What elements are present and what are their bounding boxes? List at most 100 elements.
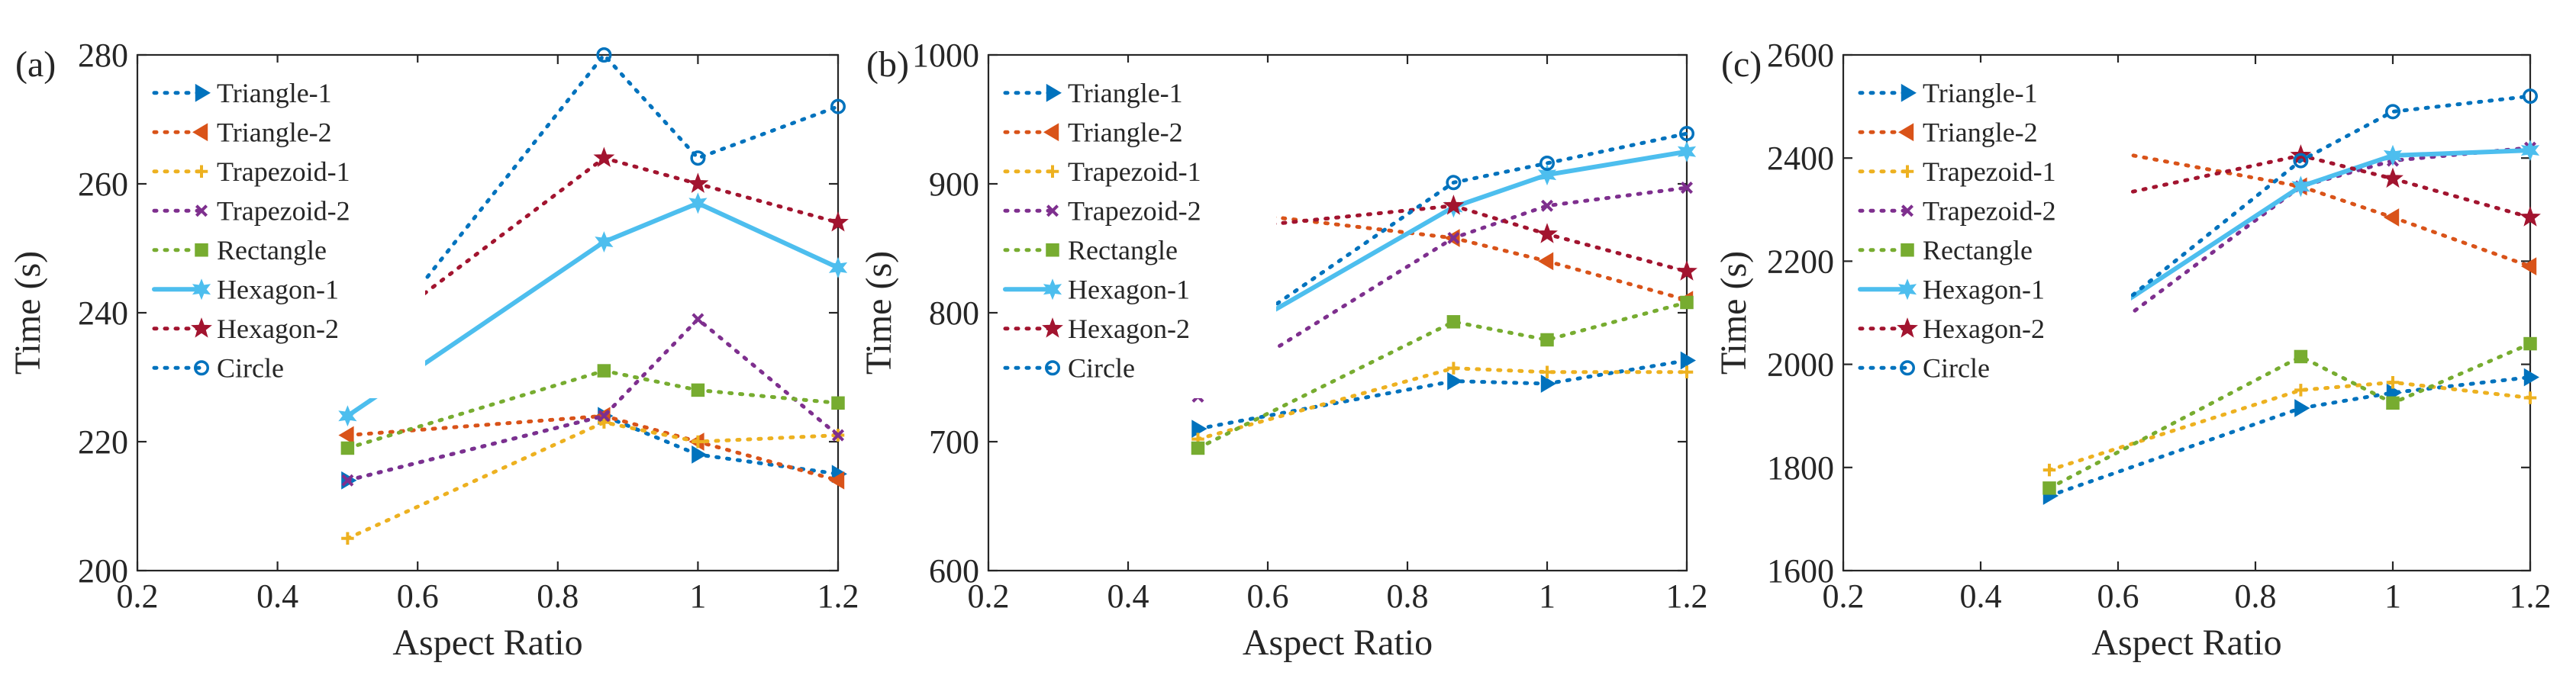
legend-item-rectangle: Rectangle [1858, 235, 2033, 265]
legend-swatch-marker [1046, 204, 1059, 217]
data-point-trapezoid-2 [831, 429, 845, 442]
data-point-triangle-2 [1538, 252, 1554, 271]
legend-label: Hexagon-2 [1923, 314, 2045, 344]
data-point-hexagon-1 [2520, 140, 2540, 162]
legend-swatch-marker [1897, 278, 1917, 301]
series-line-triangle-2 [345, 413, 840, 483]
series-triangle-2 [338, 407, 845, 490]
data-point-rectangle [2523, 336, 2537, 351]
legend-swatch-marker [1045, 360, 1060, 376]
series-line-trapezoid-2 [2047, 146, 2532, 377]
x-tick-label: 0.6 [1247, 577, 1289, 615]
data-point-rectangle [2294, 349, 2308, 364]
legend-label: Rectangle [1923, 235, 2033, 265]
legend-item-triangle-2: Triangle-2 [1003, 117, 1183, 147]
data-point-circle [1539, 155, 1555, 171]
data-point-circle [596, 47, 612, 63]
data-point-circle [1679, 126, 1694, 142]
x-tick-label: 0.2 [1823, 577, 1865, 615]
y-tick-label: 1000 [912, 37, 979, 74]
legend-swatch-marker [195, 83, 211, 102]
data-point-triangle-1 [1540, 375, 1556, 393]
data-point-circle [2293, 153, 2309, 169]
x-tick-label: 0.4 [1960, 577, 2002, 615]
series-triangle-1 [341, 407, 847, 490]
legend-swatch-marker [1042, 317, 1063, 338]
legend-label: Triangle-1 [217, 78, 332, 108]
series-line-trapezoid-1 [2047, 380, 2532, 472]
series-trapezoid-2 [341, 313, 845, 487]
legend-swatch-marker [1900, 360, 1915, 376]
series-trapezoid-1 [341, 416, 845, 545]
data-point-trapezoid-2 [598, 410, 611, 423]
y-tick-label: 200 [78, 552, 128, 590]
data-point-triangle-2 [2384, 208, 2400, 227]
legend-label: Triangle-1 [1923, 78, 2038, 108]
series-rectangle [1191, 295, 1694, 455]
series-line-circle [345, 53, 840, 379]
legend-label: Trapezoid-2 [1923, 195, 2056, 226]
data-point-circle [1446, 175, 1462, 191]
legend-item-hexagon-2: Hexagon-2 [1858, 314, 2045, 344]
x-tick-label: 1.2 [2510, 577, 2552, 615]
legend-item-circle: Circle [1858, 352, 1990, 383]
y-tick-label: 280 [78, 37, 128, 74]
y-tick-label: 2000 [1767, 346, 1834, 384]
legend-swatch-marker [1901, 165, 1914, 178]
data-point-hexagon-2 [1536, 223, 1558, 243]
y-tick-label: 240 [78, 294, 128, 332]
data-point-trapezoid-2 [1540, 199, 1554, 212]
legend-item-triangle-1: Triangle-1 [1003, 78, 1183, 108]
legend-item-hexagon-1: Hexagon-1 [1003, 274, 1190, 304]
x-tick-label: 0.8 [537, 577, 579, 615]
data-point-trapezoid-1 [1680, 365, 1694, 378]
data-point-trapezoid-2 [692, 313, 704, 326]
legend-swatch-marker [1046, 165, 1059, 178]
plot-frame [1842, 53, 2532, 572]
data-point-triangle-2 [2521, 257, 2537, 276]
x-axis-label: Aspect Ratio [1243, 622, 1433, 663]
series-line-triangle-2 [1196, 206, 1689, 302]
data-point-triangle-2 [829, 471, 845, 490]
legend-item-trapezoid-2: Trapezoid-2 [1003, 195, 1201, 226]
data-point-trapezoid-1 [2386, 376, 2400, 389]
data-point-hexagon-2 [827, 211, 849, 232]
legend-item-rectangle: Rectangle [152, 235, 327, 265]
series-line-circle [2047, 94, 2532, 364]
legend: Triangle-1 Triangle-2 Trapezoid-1 Trapezoid… [147, 63, 425, 398]
y-tick-label: 1800 [1767, 449, 1834, 487]
legend-item-circle: Circle [152, 352, 284, 383]
data-point-hexagon-1 [1537, 164, 1557, 186]
data-point-hexagon-2 [1443, 195, 1465, 215]
legend-swatch-marker [1901, 204, 1914, 217]
legend-item-triangle-2: Triangle-2 [1858, 117, 2038, 147]
legend-item-trapezoid-1: Trapezoid-1 [1003, 156, 1201, 187]
x-axis-label: Aspect Ratio [392, 622, 582, 663]
series-line-hexagon-2 [345, 156, 840, 354]
series-line-hexagon-1 [345, 201, 840, 419]
data-point-rectangle [340, 441, 355, 455]
data-point-trapezoid-2 [1680, 182, 1694, 195]
legend-item-hexagon-1: Hexagon-1 [152, 274, 339, 304]
data-point-trapezoid-1 [341, 532, 354, 545]
legend: Triangle-1 Triangle-2 Trapezoid-1 Trapezoid… [998, 63, 1276, 398]
data-point-rectangle [597, 364, 611, 378]
data-point-hexagon-2 [687, 172, 709, 193]
x-tick-label: 0.2 [968, 577, 1010, 615]
legend-swatch-marker [1046, 83, 1062, 102]
legend-label: Rectangle [1068, 235, 1178, 265]
data-point-hexagon-2 [593, 146, 615, 168]
legend-label: Trapezoid-2 [217, 195, 350, 226]
legend-label: Circle [1923, 352, 1990, 383]
x-tick-label: 1 [1539, 577, 1556, 615]
x-tick-label: 0.8 [1387, 577, 1429, 615]
y-tick-label: 800 [929, 294, 979, 332]
series-rectangle [2042, 336, 2537, 495]
legend-swatch-marker [1043, 278, 1062, 301]
data-point-trapezoid-1 [692, 435, 704, 449]
data-point-trapezoid-1 [2042, 463, 2056, 477]
legend-label: Rectangle [217, 235, 327, 265]
legend-swatch-marker [195, 243, 208, 257]
x-tick-label: 1.2 [1666, 577, 1708, 615]
series-line-rectangle [2047, 342, 2532, 491]
